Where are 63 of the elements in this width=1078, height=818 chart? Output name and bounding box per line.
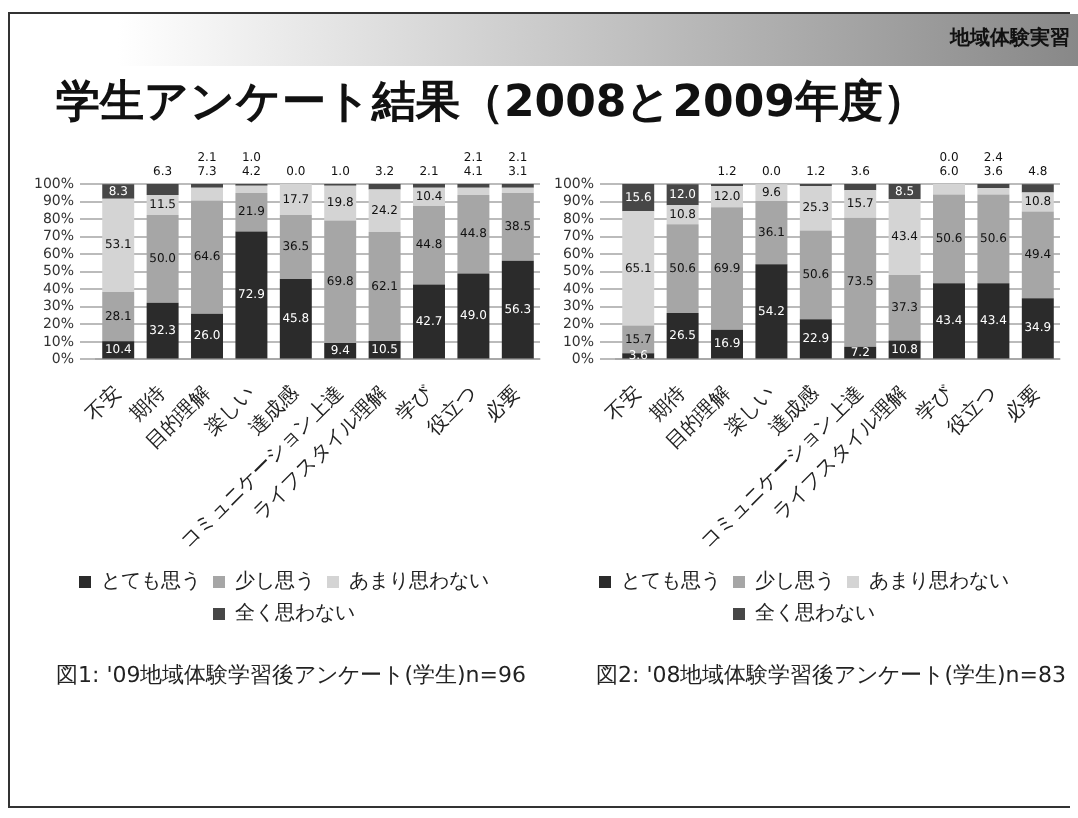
bar: [279, 184, 312, 216]
bar: [1021, 184, 1054, 193]
caption: 図1: '09地域体験学習後アンケート(学生)n=96: [56, 660, 526, 690]
bar: [977, 188, 1010, 195]
bar: [1021, 298, 1054, 359]
bar: [324, 220, 357, 343]
bar: [799, 186, 832, 231]
bar: [755, 264, 788, 359]
chart-title: 学生アンケート結果（2008と2009年度）: [56, 75, 927, 132]
bar: [933, 194, 965, 284]
bar: [413, 284, 445, 359]
bar: [844, 190, 877, 218]
bar: [368, 232, 401, 342]
bar: [933, 184, 965, 195]
bar: [844, 217, 877, 347]
bar: [888, 275, 921, 341]
bar: [279, 215, 312, 280]
bar: [146, 302, 179, 359]
bar: [501, 193, 534, 261]
bar: [666, 224, 699, 313]
bar: [102, 198, 135, 292]
bar: [1021, 211, 1054, 299]
bar: [146, 184, 179, 195]
bar: [413, 205, 445, 285]
bar: [501, 187, 534, 194]
bar: [844, 184, 877, 191]
legend-label: 全く思わない: [235, 601, 355, 626]
x-tick-label: 不安: [80, 380, 127, 427]
bar: [457, 187, 490, 195]
legend-label: 少し思う: [755, 569, 835, 594]
bar: [102, 291, 135, 342]
bar: [235, 193, 268, 232]
bar: [799, 230, 832, 320]
bar: [368, 189, 401, 233]
x-tick-label: 必要: [480, 380, 526, 427]
bar: [235, 231, 268, 359]
legend-label: あまり思わない: [869, 571, 1009, 594]
bar: [888, 198, 921, 276]
legend-label: とても思う: [621, 571, 721, 594]
legend-label: 全く思わない: [755, 601, 875, 626]
bar: [457, 273, 490, 359]
caption: 図2: '08地域体験学習後アンケート(学生)n=83: [596, 660, 1066, 690]
bar: [666, 312, 699, 359]
bar: [279, 279, 312, 359]
x-tick-label: 必要: [1000, 380, 1046, 427]
legend-label: 少し思う: [235, 569, 315, 594]
legend-label: あまり思わない: [349, 571, 489, 594]
bar: [235, 185, 268, 194]
bar: [457, 194, 490, 274]
bar: [622, 211, 655, 326]
bar: [711, 207, 743, 330]
x-tick-label: 不安: [600, 380, 647, 427]
bar: [977, 283, 1010, 359]
bar: [501, 260, 534, 359]
text: 地域体験実習: [950, 24, 1070, 52]
bar: [755, 201, 788, 265]
legend-label: とても思う: [101, 571, 201, 594]
bar: [191, 200, 223, 314]
bar: [977, 194, 1010, 284]
bar: [368, 184, 401, 190]
bar: [146, 215, 179, 303]
bar: [191, 187, 223, 201]
bar: [933, 283, 965, 359]
